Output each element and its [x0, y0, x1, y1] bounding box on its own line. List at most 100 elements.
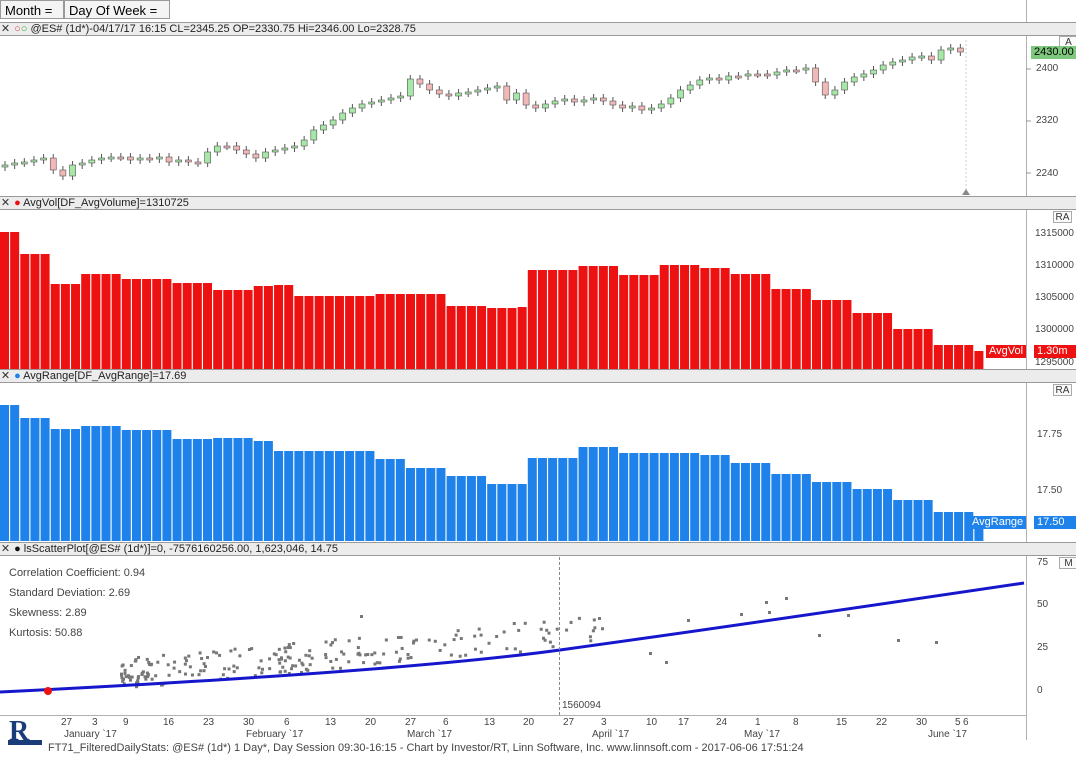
candle — [957, 47, 964, 53]
candle — [860, 73, 868, 78]
x-tick-label: 3 — [92, 717, 98, 728]
x-month-label: June `17 — [928, 729, 967, 740]
x-tick-label: 17 — [678, 717, 690, 728]
scatter-point — [847, 614, 850, 617]
scatter-point — [161, 653, 165, 657]
avgvol-bar — [761, 274, 771, 369]
avgvol-bar — [152, 279, 162, 369]
avgrange-bar — [974, 521, 984, 541]
scatter-point — [384, 638, 388, 642]
avgrange-bar — [954, 512, 964, 541]
scatter-point — [330, 641, 334, 645]
chart-style-icon[interactable]: ○ — [14, 23, 21, 35]
candle — [870, 69, 877, 75]
avgrange-bar — [365, 451, 375, 541]
avgrange-bar — [345, 451, 355, 541]
scatter-point — [547, 631, 551, 635]
candle — [599, 97, 607, 102]
scatter-point — [286, 655, 290, 659]
candle — [339, 112, 347, 121]
x-tick-label: 27 — [563, 717, 575, 728]
scatter-point — [288, 656, 292, 660]
avgrange-bar — [629, 453, 639, 541]
scatter-point — [297, 658, 301, 662]
scatter-point — [593, 626, 597, 630]
scatter-point — [649, 652, 652, 655]
scatter-point — [589, 639, 593, 643]
avgvol-bar — [81, 274, 91, 369]
scatter-point — [120, 676, 124, 680]
avgrange-bar — [781, 474, 791, 541]
x-tick-label: 9 — [123, 717, 129, 728]
scatter-point — [199, 669, 203, 673]
avgrange-bar — [20, 418, 30, 541]
x-tick-label: 30 — [243, 717, 255, 728]
close-icon[interactable]: ✕ — [0, 370, 11, 382]
avgvol-bar — [527, 270, 537, 369]
scatter-point — [598, 617, 601, 620]
scatter-point — [398, 657, 402, 661]
candle — [802, 67, 810, 71]
candle — [619, 104, 626, 109]
scatter-point — [294, 664, 298, 668]
candle — [271, 149, 279, 153]
scatter-point — [347, 660, 351, 664]
avgvol-bar — [943, 345, 953, 369]
scatter-point — [190, 673, 194, 677]
candle — [735, 75, 742, 79]
scatter-point — [233, 647, 237, 651]
avgvol-bar — [690, 265, 700, 369]
x-month-label: May `17 — [744, 729, 781, 740]
candle — [406, 78, 414, 97]
candle — [127, 156, 134, 161]
scatter-point — [370, 653, 374, 657]
scatter-scale-badge[interactable]: M — [1059, 557, 1076, 569]
avgrange-bar — [466, 476, 476, 541]
candle — [657, 103, 665, 109]
scatter-point — [411, 641, 415, 645]
close-icon[interactable]: ✕ — [0, 23, 11, 35]
scatter-point — [333, 638, 337, 642]
close-icon[interactable]: ✕ — [0, 543, 11, 555]
avgvol-bar — [740, 274, 750, 369]
scatter-point — [357, 651, 361, 655]
avgrange-scale-badge[interactable]: RA — [1053, 384, 1072, 396]
scatter-point — [438, 648, 442, 652]
scatter-point — [523, 621, 527, 625]
candle — [628, 105, 636, 109]
scatter-tick: 75 — [1037, 557, 1049, 568]
avgvol-bar — [548, 270, 558, 369]
scatter-point — [427, 638, 431, 642]
avgvol-bar — [974, 351, 984, 369]
x-tick-label: 15 — [836, 717, 848, 728]
scatter-point — [261, 667, 265, 671]
avgrange-bar — [71, 429, 81, 541]
scatter-point — [247, 648, 251, 652]
avgvol-scale-badge[interactable]: RA — [1053, 211, 1072, 223]
scatter-point — [542, 636, 546, 640]
x-tick-label: 13 — [325, 717, 337, 728]
avgrange-bar — [598, 447, 608, 541]
x-tick-label: 30 — [916, 717, 928, 728]
avgrange-bar — [436, 468, 446, 541]
candle — [40, 157, 47, 161]
candle — [136, 157, 144, 161]
x-tick-label: 13 — [484, 717, 496, 728]
avgvol-bar — [609, 266, 618, 369]
scatter-point — [279, 656, 283, 660]
scatter-point — [140, 671, 144, 675]
scatter-point — [308, 663, 312, 667]
x-tick-label: 27 — [61, 717, 73, 728]
candle — [397, 95, 404, 99]
close-icon[interactable]: ✕ — [0, 197, 11, 209]
avgvol-bar — [751, 274, 761, 369]
candle — [551, 100, 559, 105]
scatter-point — [221, 673, 225, 677]
month-filter-button[interactable]: Month = 0 — [0, 0, 64, 37]
avgrange-bar — [771, 474, 781, 541]
price-cursor-marker — [962, 189, 970, 195]
scatter-point — [324, 640, 328, 644]
scatter-point — [121, 677, 125, 681]
avgrange-bar — [426, 468, 436, 541]
avgvol-bar — [375, 294, 385, 369]
